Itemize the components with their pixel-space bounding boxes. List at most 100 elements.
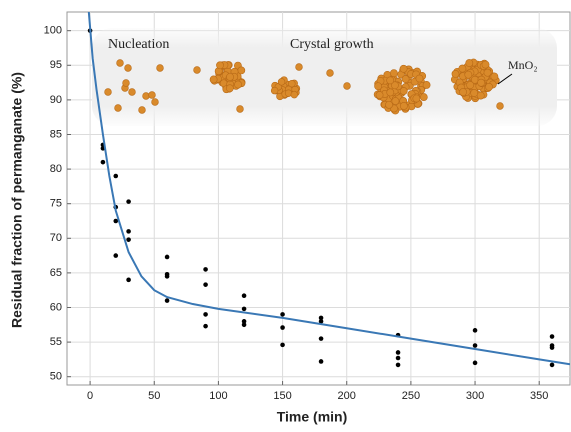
data-point <box>241 322 247 328</box>
particle <box>385 100 393 109</box>
data-point <box>241 306 247 312</box>
data-point <box>203 267 208 272</box>
particle <box>386 76 395 85</box>
particles <box>104 58 504 115</box>
particle <box>466 81 475 90</box>
x-tick-label: 150 <box>273 390 291 402</box>
data-point <box>241 293 247 299</box>
y-tick-label: 60 <box>50 301 62 313</box>
particle <box>477 78 486 87</box>
y-tick-label: 55 <box>50 336 62 348</box>
x-tick-label: 300 <box>466 390 484 402</box>
y-tick-label: 85 <box>50 128 62 140</box>
particle <box>470 89 479 97</box>
data-point <box>318 359 324 364</box>
y-tick-label: 90 <box>50 94 62 106</box>
particle <box>226 73 234 81</box>
particle <box>481 60 490 69</box>
x-tick-label: 350 <box>530 390 548 402</box>
particle <box>375 91 384 99</box>
x-tick-label: 50 <box>148 390 160 402</box>
particle <box>465 59 474 67</box>
data-point <box>395 362 401 368</box>
data-point <box>126 199 131 204</box>
data-point <box>318 319 324 324</box>
y-tick-label: 50 <box>50 371 62 383</box>
particle <box>490 72 499 81</box>
data-point <box>280 325 285 330</box>
data-point <box>395 355 401 361</box>
annotation: MnO₂ <box>508 58 538 72</box>
particle <box>422 81 431 89</box>
particle <box>451 70 460 78</box>
particle <box>236 105 244 113</box>
particle <box>122 79 130 87</box>
data-point <box>280 312 285 317</box>
particle <box>295 63 303 71</box>
y-tick-label: 65 <box>50 267 62 279</box>
particle <box>343 82 351 90</box>
data-point <box>113 218 119 224</box>
annotation: Crystal growth <box>290 37 374 52</box>
particle <box>142 92 150 100</box>
data-point <box>241 319 247 324</box>
data-point <box>164 254 170 260</box>
data-point <box>549 334 555 339</box>
particle <box>374 82 383 91</box>
particle <box>209 75 218 84</box>
particle <box>326 69 334 77</box>
annotation-arrow <box>497 73 513 85</box>
particle <box>458 64 467 73</box>
x-tick-label: 200 <box>338 390 356 402</box>
particle <box>148 91 156 99</box>
data-point <box>113 173 119 179</box>
particle <box>288 79 296 88</box>
data-point <box>472 360 478 366</box>
fit-line <box>87 12 570 366</box>
data-point <box>472 343 478 348</box>
particle <box>225 84 234 93</box>
data-point <box>203 312 208 317</box>
illustration-panel <box>92 28 557 126</box>
data-point <box>203 282 208 287</box>
particle <box>496 102 504 110</box>
particle <box>128 88 136 96</box>
particle <box>483 68 492 77</box>
particle <box>156 64 164 72</box>
data-point <box>472 328 478 333</box>
data-point <box>395 350 401 355</box>
particle <box>270 86 279 95</box>
data-point <box>318 336 324 341</box>
y-tick-label: 80 <box>50 163 62 175</box>
particle <box>234 80 242 89</box>
x-tick-label: 100 <box>209 390 227 402</box>
particle <box>415 74 424 83</box>
data-point <box>126 229 131 234</box>
particle <box>401 75 410 83</box>
y-axis-title: Residual fraction of permanganate (%) <box>9 72 25 328</box>
particle <box>399 87 408 95</box>
particle <box>114 104 122 112</box>
particle <box>389 69 398 78</box>
data-point <box>549 345 555 350</box>
particle <box>390 81 399 90</box>
y-tick-label: 100 <box>44 25 62 37</box>
particle <box>399 64 408 73</box>
annotation: Nucleation <box>108 37 169 52</box>
particle <box>391 97 400 105</box>
particle <box>464 70 473 79</box>
particle <box>138 106 146 114</box>
data-point <box>113 253 119 258</box>
data-point <box>549 362 555 368</box>
data-point <box>164 298 170 303</box>
particle <box>459 88 467 96</box>
y-tick-label: 95 <box>50 59 62 71</box>
particle <box>216 61 224 70</box>
particle <box>104 88 112 96</box>
y-tick-label: 75 <box>50 198 62 210</box>
particle <box>476 91 485 100</box>
data-point <box>203 323 208 329</box>
data-point <box>126 277 131 283</box>
particle <box>386 88 395 97</box>
